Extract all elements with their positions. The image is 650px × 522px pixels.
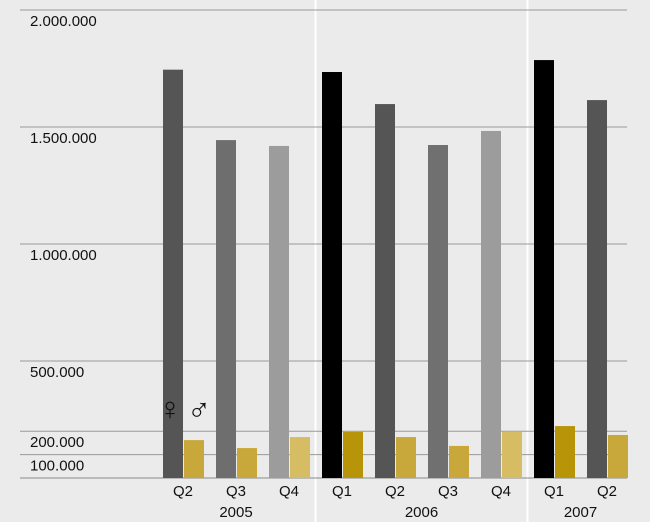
group-label: 2006 xyxy=(405,504,438,521)
y-tick-label: 200.000 xyxy=(30,434,84,451)
x-tick-label: Q4 xyxy=(491,483,511,500)
x-tick-label: Q1 xyxy=(544,483,564,500)
bar xyxy=(502,431,522,478)
bar xyxy=(481,130,501,478)
bar xyxy=(555,426,575,478)
bar xyxy=(237,448,257,478)
bar xyxy=(343,431,363,478)
group-label: 2007 xyxy=(564,504,597,521)
bar xyxy=(322,72,342,478)
bar xyxy=(608,434,628,478)
y-tick-label: 1.000.000 xyxy=(30,247,97,264)
x-tick-label: Q2 xyxy=(385,483,405,500)
bar xyxy=(290,437,310,478)
x-tick-label: Q2 xyxy=(173,483,193,500)
x-tick-label: Q1 xyxy=(332,483,352,500)
bar xyxy=(449,445,469,478)
y-tick-label: 100.000 xyxy=(30,458,84,475)
bar xyxy=(163,69,183,479)
group-label: 2005 xyxy=(219,504,252,521)
x-tick-label: Q3 xyxy=(438,483,458,500)
x-tick-label: Q2 xyxy=(597,483,617,500)
y-tick-label: 1.500.000 xyxy=(30,130,97,147)
bar xyxy=(375,104,395,479)
y-tick-label: 2.000.000 xyxy=(30,13,97,30)
x-tick-label: Q3 xyxy=(226,483,246,500)
bar xyxy=(269,145,289,479)
x-tick-label: Q4 xyxy=(279,483,299,500)
bar xyxy=(184,440,204,478)
bar xyxy=(428,145,448,478)
legend-label: ♀ xyxy=(158,390,182,426)
bar xyxy=(534,60,554,479)
bar xyxy=(587,100,607,478)
legend-label: ♂ xyxy=(187,390,211,426)
y-tick-label: 500.000 xyxy=(30,364,84,381)
bar xyxy=(396,437,416,478)
bar xyxy=(216,140,236,478)
